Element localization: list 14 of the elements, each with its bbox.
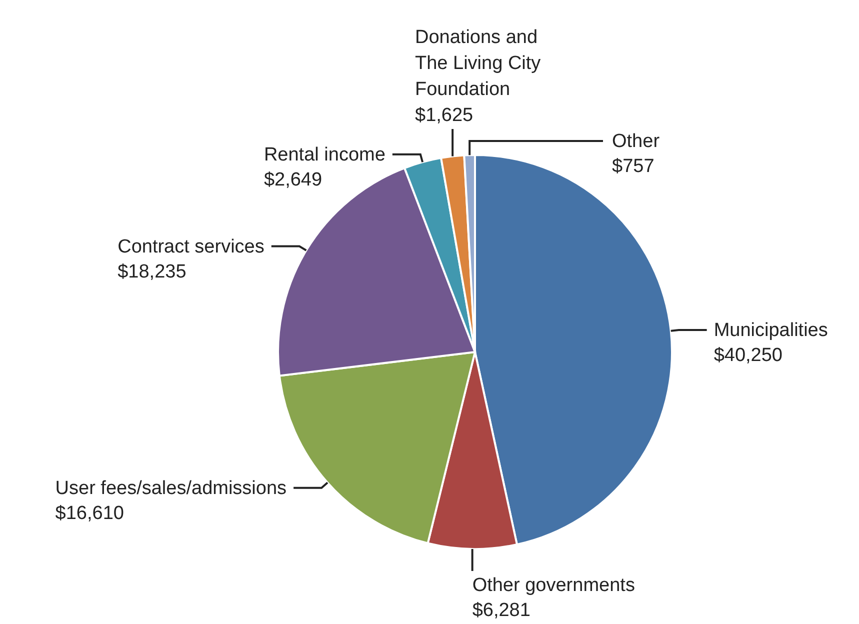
data-label: $1,625 (415, 105, 474, 126)
data-label: $16,610 (55, 502, 124, 524)
slice-label: User fees/sales/admissions (55, 478, 287, 499)
slice-label: Rental income (264, 144, 386, 166)
data-label: $40,250 (714, 345, 783, 366)
data-label: $2,649 (264, 169, 322, 190)
slice-label: Donations and The Living City Foundation (415, 27, 542, 100)
data-label: $757 (612, 156, 654, 177)
data-label: $18,235 (118, 261, 186, 282)
data-label: $6,281 (472, 600, 530, 621)
slice-label: Municipalities (714, 320, 828, 342)
slice-label: Contract services (118, 236, 264, 258)
slice-label: Other governments (472, 574, 635, 596)
slice-label: Other (612, 131, 660, 152)
